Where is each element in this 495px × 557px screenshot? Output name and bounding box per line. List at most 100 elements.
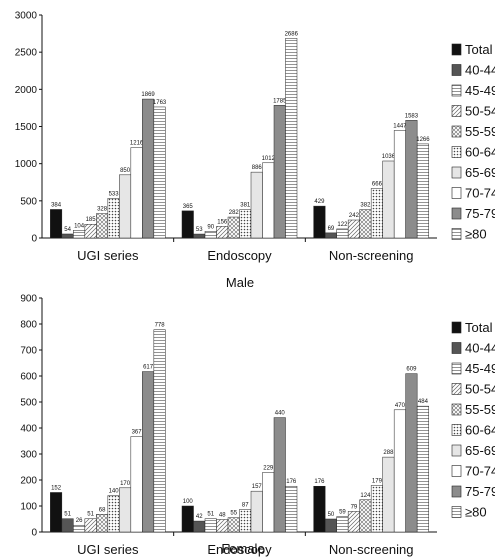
female-legend-swatch-60-64	[451, 424, 462, 436]
female-legend-swatch-total	[451, 321, 462, 334]
male-legend-swatch-65-69	[451, 166, 462, 179]
female-bar-non-screening-70-74	[393, 409, 406, 533]
male-legend-swatch-total	[451, 43, 462, 56]
male-legend-label-70-74: 70-74	[465, 186, 495, 201]
female-legend-swatch-40-44	[451, 342, 462, 354]
male-category-label: UGI series	[77, 248, 139, 263]
male-legend-label-45-49: 45-49	[465, 83, 495, 98]
male-y-tick-label: 2000	[15, 85, 38, 96]
female-data-label: 157	[252, 484, 263, 490]
female-data-label: 87	[242, 502, 249, 508]
male-bar-endoscopy-45-49	[204, 231, 217, 239]
male-data-label: 328	[97, 207, 108, 213]
male-bar-ugi-series-ge80	[153, 106, 166, 239]
female-bar-ugi-series-45-49	[73, 524, 86, 533]
female-legend-swatch-65-69	[451, 444, 462, 457]
female-legend-label-70-74: 70-74	[465, 464, 495, 479]
female-data-label: 140	[109, 489, 120, 495]
female-bar-non-screening-65-69	[382, 456, 395, 533]
female-bar-ugi-series-50-54	[84, 518, 97, 533]
male-data-label: 90	[207, 224, 214, 230]
male-bar-non-screening-total	[313, 205, 326, 239]
female-legend-swatch-55-59	[451, 403, 462, 416]
female-legend-swatch-75-79	[451, 485, 462, 498]
female-bar-ugi-series-70-74	[130, 436, 143, 533]
male-data-label: 1869	[141, 92, 155, 98]
male-bar-endoscopy-60-64	[239, 209, 252, 239]
female-data-label: 26	[76, 518, 83, 524]
female-data-label: 176	[314, 479, 325, 485]
female-bar-non-screening-45-49	[336, 516, 349, 533]
female-bar-non-screening-40-44	[324, 518, 337, 533]
female-bar-ugi-series-40-44	[61, 518, 74, 533]
female-y-tick-label: 400	[20, 424, 37, 435]
female-bar-non-screening-55-59	[359, 499, 372, 533]
female-data-label: 55	[230, 511, 237, 517]
male-legend-label-50-54: 50-54	[465, 104, 495, 119]
male-y-tick-label: 0	[31, 234, 37, 245]
female-legend-label-50-54: 50-54	[465, 382, 495, 397]
male-legend-label-ge80: ≥80	[465, 227, 487, 242]
female-data-label: 51	[207, 512, 214, 518]
male-bar-ugi-series-50-54	[84, 223, 97, 239]
female-data-label: 179	[372, 478, 383, 484]
female-bar-endoscopy-40-44	[193, 520, 206, 533]
male-bar-non-screening-55-59	[359, 209, 372, 239]
male-bar-ugi-series-55-59	[96, 213, 109, 239]
male-bar-ugi-series-45-49	[73, 230, 86, 239]
male-data-label: 429	[314, 199, 325, 205]
female-y-tick-label: 300	[20, 450, 37, 461]
female-bar-endoscopy-55-59	[227, 517, 240, 533]
male-data-label: 1447	[393, 123, 407, 129]
female-data-label: 51	[87, 512, 94, 518]
male-data-label: 1036	[382, 154, 396, 160]
male-bar-endoscopy-70-74	[262, 162, 275, 239]
female-bar-endoscopy-50-54	[216, 519, 229, 533]
female-category-label: Non-screening	[329, 542, 414, 557]
female-y-tick-label: 500	[20, 398, 37, 409]
male-legend-label-60-64: 60-64	[465, 145, 495, 160]
female-data-label: 617	[143, 365, 154, 371]
male-data-label: 850	[120, 168, 131, 174]
female-bar-endoscopy-65-69	[250, 490, 263, 533]
male-legend-swatch-50-54	[451, 105, 462, 117]
male-legend-swatch-60-64	[451, 146, 462, 158]
female-legend-label-ge80: ≥80	[465, 505, 487, 520]
female-data-label: 42	[196, 514, 203, 520]
male-bar-ugi-series-60-64	[107, 198, 120, 239]
male-data-label: 1583	[405, 113, 419, 119]
male-bar-ugi-series-75-79	[142, 98, 155, 239]
female-category-label: UGI series	[77, 542, 139, 557]
female-y-tick-label: 700	[20, 346, 37, 357]
female-legend-label-55-59: 55-59	[465, 402, 495, 417]
female-bar-endoscopy-total	[181, 505, 194, 533]
female-data-label: 440	[275, 411, 286, 417]
female-data-label: 176	[286, 479, 297, 485]
female-data-label: 288	[383, 450, 394, 456]
male-bar-non-screening-50-54	[347, 219, 360, 239]
female-data-label: 778	[155, 323, 166, 329]
female-chart: 0 100 200 300 400 500 600 700 800 900 UGI series 15…	[20, 294, 495, 557]
male-y-tick-label: 500	[20, 196, 37, 207]
female-legend-swatch-45-49	[451, 362, 462, 375]
female-data-label: 48	[219, 513, 226, 519]
male-data-label: 185	[86, 217, 97, 223]
male-y-tick-label: 3000	[15, 11, 38, 22]
female-legend-label-45-49: 45-49	[465, 361, 495, 376]
male-data-label: 242	[349, 213, 360, 219]
female-legend-label-40-44: 40-44	[465, 341, 495, 356]
male-data-label: 533	[109, 191, 120, 197]
male-data-label: 282	[229, 210, 240, 216]
female-data-label: 229	[263, 465, 274, 471]
male-legend-swatch-45-49	[451, 84, 462, 97]
male-bar-non-screening-ge80	[416, 143, 429, 239]
female-bar-ugi-series-60-64	[107, 495, 120, 533]
female-y-tick-label: 600	[20, 372, 37, 383]
male-bar-ugi-series-65-69	[119, 174, 132, 239]
female-bar-ugi-series-65-69	[119, 487, 132, 533]
male-y-tick-label: 1500	[15, 122, 38, 133]
male-bar-endoscopy-ge80	[285, 38, 298, 239]
male-category-label: Non-screening	[329, 248, 414, 263]
female-legend-swatch-70-74	[451, 465, 462, 477]
male-y-tick-label: 1000	[15, 159, 38, 170]
